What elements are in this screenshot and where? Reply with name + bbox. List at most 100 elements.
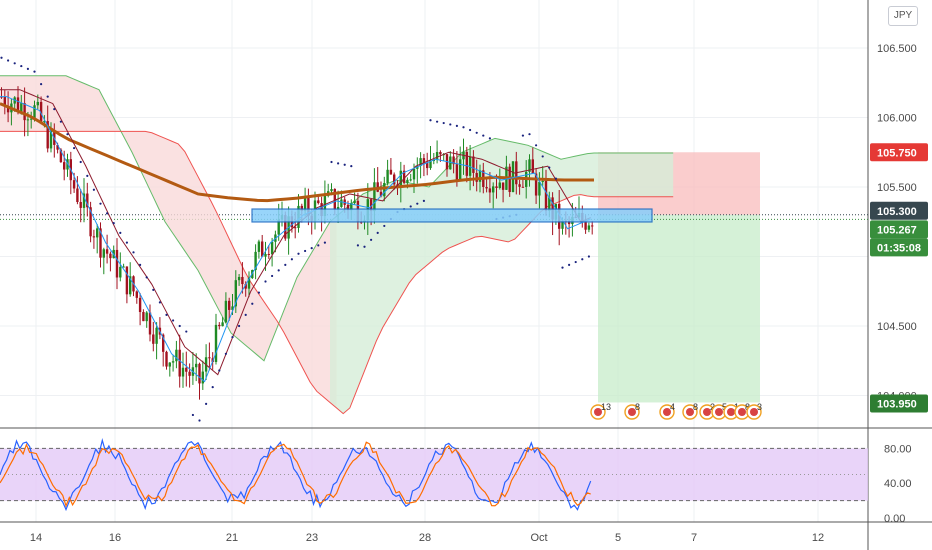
take-profit-zone (598, 214, 760, 403)
candle-body (175, 349, 178, 362)
support-zone[interactable] (251, 208, 653, 223)
sar-dot (172, 319, 175, 322)
candle-body (79, 202, 82, 208)
event-markers[interactable]: 1384825183 (590, 402, 762, 420)
candle-body (89, 207, 92, 237)
candle-body (257, 241, 261, 252)
candle-body (346, 204, 350, 211)
event-flag-dot (686, 408, 694, 416)
sar-dot (330, 160, 333, 164)
candle-body (336, 206, 340, 210)
candle-body (129, 276, 132, 295)
candle-body (145, 312, 148, 322)
event-flag-dot (703, 408, 711, 416)
candle-body (488, 188, 492, 193)
candle-body (432, 160, 435, 162)
price-tick-label: 106.000 (877, 113, 917, 125)
sar-dot (383, 224, 386, 228)
sar-dot (59, 120, 63, 123)
sar-dot (198, 419, 201, 422)
candle-body (46, 120, 49, 149)
candle-body (26, 119, 30, 121)
stochastic-d-line (0, 441, 591, 508)
sar-dot (165, 313, 168, 316)
current-price-tag: 105.267 (877, 224, 917, 236)
sar-dot (125, 241, 128, 244)
event-count: 3 (757, 402, 762, 412)
candle-body (43, 120, 46, 122)
candle-body (389, 169, 393, 175)
sar-dot (337, 162, 340, 165)
sar-dot (442, 121, 445, 125)
support-zone-rect[interactable] (251, 208, 653, 223)
candle-body (115, 249, 119, 278)
candle-body (270, 241, 274, 255)
candle-body (541, 181, 544, 183)
candle-body (59, 149, 63, 163)
candle-body (30, 118, 33, 120)
sar-dot (33, 70, 36, 73)
sar-dot (178, 324, 181, 328)
candle-body (171, 361, 175, 363)
sar-dot (449, 123, 452, 126)
stop-price-tag: 105.750 (877, 147, 917, 159)
target-price-tag-bg (870, 394, 928, 413)
candle-body (6, 105, 10, 113)
sar-dot (0, 56, 3, 59)
candle-body (528, 159, 531, 172)
candle-body (459, 159, 462, 180)
candle-body (125, 266, 129, 295)
candle-body (165, 351, 168, 367)
sar-dot (574, 260, 577, 264)
sar-dot (26, 67, 29, 70)
price-axis[interactable]: 106.500106.000105.500104.500104.00080.00… (877, 43, 917, 525)
sar-dot (79, 160, 82, 164)
candle-body (39, 101, 43, 122)
event-count: 13 (601, 402, 611, 412)
candle-body (178, 349, 181, 377)
candle-body (148, 312, 152, 335)
sar-dot (290, 258, 293, 261)
time-axis[interactable]: 14 16 21 23 28 Oct 5 7 12 (30, 532, 824, 544)
candle-body (379, 191, 383, 197)
sar-dot (297, 252, 300, 255)
price-tick-label: 106.500 (877, 43, 917, 55)
candle-body (399, 170, 402, 187)
currency-button[interactable]: JPY (888, 6, 918, 26)
candle-body (224, 300, 228, 323)
candle-body (409, 179, 412, 181)
candle-body (518, 184, 521, 187)
candle-body (300, 205, 303, 211)
time-tick-label: 21 (226, 532, 238, 544)
candle-body (317, 200, 320, 204)
sar-dot (277, 269, 280, 272)
candle-body (330, 189, 333, 192)
candle-body (277, 219, 280, 235)
oscillator-pane (0, 437, 868, 512)
sar-dot (238, 324, 241, 328)
candle-body (218, 324, 221, 327)
sar-dot (20, 64, 23, 68)
candle-body (214, 324, 218, 362)
candle-body (538, 181, 541, 196)
candle-body (584, 221, 587, 230)
sar-dot (112, 222, 115, 225)
candle-body (221, 322, 224, 327)
candle-body (254, 251, 257, 271)
sar-dot (251, 302, 254, 305)
candle-body (350, 202, 353, 211)
sar-dot (119, 231, 122, 234)
candle-body (234, 280, 237, 307)
sar-dot (205, 402, 208, 405)
candle-body (142, 312, 145, 322)
sar-dot (231, 336, 234, 339)
countdown-tag-bg (870, 238, 928, 257)
sar-dot (482, 134, 485, 137)
sar-dot (416, 202, 419, 205)
candle-body (561, 220, 564, 229)
candle-body (303, 197, 307, 211)
candle-body (181, 367, 185, 377)
sar-dot (40, 83, 43, 86)
candle-body (162, 334, 165, 352)
